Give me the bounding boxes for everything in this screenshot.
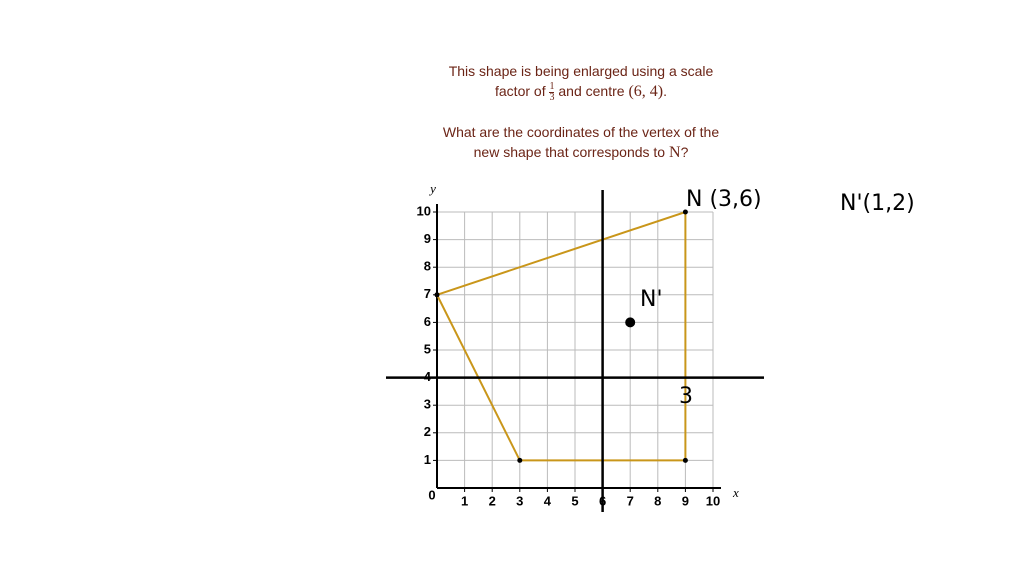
vertex: N [669, 144, 681, 161]
x-tick-label: 2 [489, 493, 496, 508]
question-line: new shape that corresponds to N? [376, 142, 786, 163]
n-prime-point [625, 317, 636, 328]
text: ? [680, 144, 689, 160]
y-tick-label: 8 [424, 259, 431, 274]
question-line: What are the coordinates of the vertex o… [442, 124, 720, 140]
y-tick-label: 1 [424, 452, 431, 467]
text: and centre [558, 83, 625, 99]
x-tick-label: 3 [516, 493, 523, 508]
text: . [663, 83, 667, 99]
text: new shape that corresponds to [473, 144, 666, 160]
y-axis-label: y [428, 181, 436, 196]
vertex [682, 209, 688, 215]
x-tick-label: 5 [571, 493, 578, 508]
y-tick-label: 9 [424, 231, 431, 246]
x-axis-label: x [732, 485, 739, 500]
x-tick-label: 1 [461, 493, 468, 508]
y-tick-label: 7 [424, 286, 431, 301]
handwritten-label: 3 [679, 384, 693, 409]
question: This shape is being enlarged using a sca… [376, 61, 786, 103]
vertex [517, 457, 523, 463]
handwritten-label: N (3,6) [686, 187, 762, 212]
denominator: 3 [549, 91, 555, 103]
question-line: This shape is being enlarged using a sca… [448, 63, 714, 79]
shape [435, 210, 687, 462]
origin-label: 0 [428, 487, 435, 502]
handwritten-answer: N'(1,2) [840, 191, 915, 216]
question: What are the coordinates of the vertex o… [376, 122, 786, 163]
y-tick-label: 2 [424, 424, 431, 439]
y-tick-label: 3 [424, 397, 431, 412]
vertex [434, 292, 440, 298]
text: factor of [495, 83, 546, 99]
vertex [682, 457, 688, 463]
centre: (6, 4) [628, 83, 664, 100]
numerator: 1 [549, 80, 555, 93]
y-tick-label: 10 [417, 203, 431, 218]
x-tick-label: 7 [627, 493, 634, 508]
handwritten-label: N' [640, 287, 663, 312]
x-tick-label: 9 [682, 493, 689, 508]
x-tick-label: 10 [706, 493, 720, 508]
x-tick-label: 4 [544, 493, 552, 508]
y-tick-label: 6 [424, 314, 431, 329]
x-tick-label: 8 [654, 493, 661, 508]
y-tick-label: 5 [424, 341, 431, 356]
